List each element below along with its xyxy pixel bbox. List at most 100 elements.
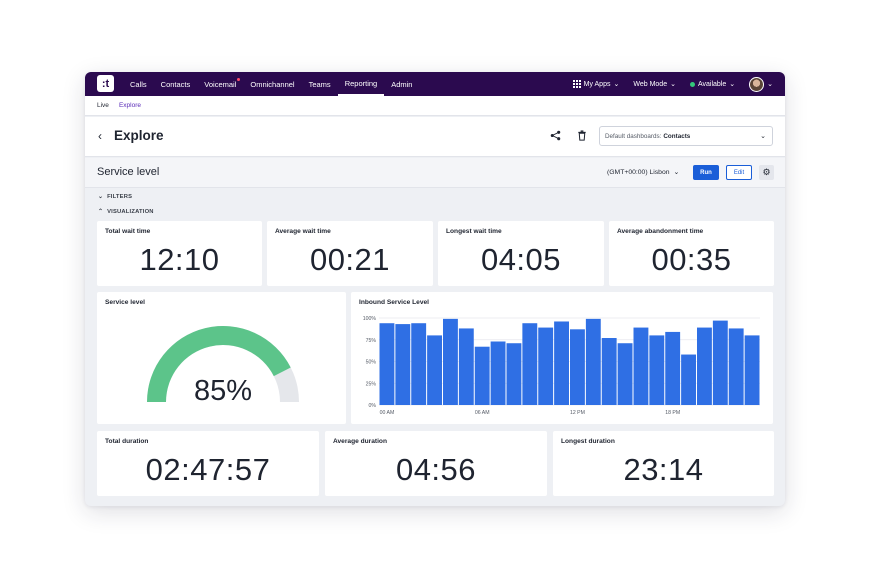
visualization-label: VISUALIZATION <box>107 209 154 215</box>
trash-icon[interactable] <box>577 130 587 141</box>
chart-bar[interactable] <box>712 320 728 405</box>
sub-nav: Live Explore <box>85 96 785 116</box>
app-window: :t Calls Contacts Voicemail Omnichannel … <box>85 72 785 506</box>
y-tick-label: 100% <box>363 316 377 322</box>
y-tick-label: 75% <box>366 338 377 344</box>
nav-omnichannel[interactable]: Omnichannel <box>250 79 295 89</box>
chevron-down-icon: ⌄ <box>670 81 676 88</box>
chart-bar[interactable] <box>490 341 506 405</box>
timezone-select[interactable]: (GMT+00:00) Lisbon ⌄ <box>607 168 680 177</box>
my-apps-menu[interactable]: My Apps ⌄ <box>572 80 620 88</box>
gauge-value: 85% <box>194 375 252 407</box>
status-label: Available <box>697 80 727 88</box>
chart-bar[interactable] <box>617 343 633 405</box>
status-menu[interactable]: Available ⌄ <box>689 80 735 88</box>
metric-card-total-duration: Total duration 02:47:57 <box>97 431 319 496</box>
report-toolbar: Service level (GMT+00:00) Lisbon ⌄ Run E… <box>85 158 785 188</box>
back-arrow-icon[interactable]: ‹ <box>98 129 102 143</box>
chevron-down-icon: ⌄ <box>613 81 620 88</box>
user-menu[interactable]: ⌄ <box>749 76 773 92</box>
nav-reporting[interactable]: Reporting <box>337 72 385 96</box>
chevron-down-icon: ⌄ <box>760 133 766 140</box>
nav-calls[interactable]: Calls <box>130 79 147 89</box>
nav-teams[interactable]: Teams <box>308 79 331 89</box>
chart-bar[interactable] <box>585 318 601 405</box>
y-tick-label: 25% <box>366 381 377 387</box>
service-level-gauge: 85% <box>147 325 299 407</box>
chart-bar[interactable] <box>697 327 712 405</box>
metric-value: 04:56 <box>395 452 477 487</box>
nav-contacts[interactable]: Contacts <box>160 79 191 89</box>
share-icon[interactable] <box>550 130 561 141</box>
metric-title: Average abandonment time <box>617 228 704 235</box>
chart-bar[interactable] <box>427 335 442 405</box>
nav-voicemail[interactable]: Voicemail <box>197 72 243 96</box>
nav-admin[interactable]: Admin <box>391 79 413 89</box>
chart-bar[interactable] <box>649 335 665 405</box>
chevron-up-icon: ⌃ <box>98 209 104 215</box>
status-dot-icon <box>689 81 695 87</box>
chart-bar[interactable] <box>443 318 458 405</box>
chart-title: Inbound Service Level <box>359 299 429 306</box>
inbound-service-level-chart: 100% 75% 50% 25% 0%00 AM 06 AM 12 PM 18 PM <box>363 316 760 416</box>
avatar <box>749 76 765 92</box>
report-title: Service level <box>97 166 160 178</box>
filters-label: FILTERS <box>107 194 133 200</box>
notification-dot <box>237 78 241 81</box>
gauge-card: Service level 85% <box>97 292 346 424</box>
chart-bar[interactable] <box>601 338 617 405</box>
chart-bar[interactable] <box>554 321 569 405</box>
chart-bar[interactable] <box>681 354 696 405</box>
chart-bar[interactable] <box>395 324 411 405</box>
chart-bar[interactable] <box>744 335 760 405</box>
apps-grid-icon <box>572 80 581 88</box>
metric-title: Longest wait time <box>446 228 502 235</box>
timezone-label: (GMT+00:00) Lisbon <box>607 168 670 176</box>
chevron-down-icon: ⌄ <box>98 194 104 200</box>
metric-card-total-wait: Total wait time 12:10 <box>97 221 262 286</box>
settings-button[interactable]: ⚙ <box>759 165 774 180</box>
visualization-toggle[interactable]: ⌃ VISUALIZATION <box>98 209 154 215</box>
metric-card-average-duration: Average duration 04:56 <box>325 431 547 496</box>
metric-title: Longest duration <box>561 438 615 445</box>
gauge-fill <box>147 325 291 402</box>
metric-value: 00:35 <box>651 242 732 277</box>
metric-title: Average duration <box>333 438 387 445</box>
x-tick-label: 12 PM <box>570 410 585 416</box>
page-title: Explore <box>114 128 164 143</box>
metric-value: 02:47:57 <box>145 452 271 487</box>
web-mode-menu[interactable]: Web Mode ⌄ <box>633 80 676 89</box>
metric-value: 12:10 <box>139 242 220 277</box>
dashboard-select-value: Contacts <box>663 132 691 140</box>
chart-bar[interactable] <box>570 329 585 405</box>
chart-bar[interactable] <box>379 323 395 405</box>
app-logo[interactable]: :t <box>97 75 114 92</box>
chart-bar[interactable] <box>728 328 744 405</box>
subnav-explore[interactable]: Explore <box>118 102 141 109</box>
subnav-live[interactable]: Live <box>97 102 109 109</box>
metric-value: 00:21 <box>309 242 391 277</box>
inbound-service-level-card: Inbound Service Level 100% 75% 50% 25% 0% 00 … <box>351 292 773 424</box>
chart-bar[interactable] <box>538 327 554 405</box>
chart-bar[interactable] <box>522 323 538 405</box>
chart-bar[interactable] <box>411 323 427 405</box>
y-tick-label: 50% <box>366 360 377 366</box>
chevron-down-icon: ⌄ <box>767 81 773 88</box>
edit-button[interactable]: Edit <box>726 165 752 180</box>
chevron-down-icon: ⌄ <box>673 169 680 176</box>
chart-bar[interactable] <box>506 343 522 405</box>
chart-bar[interactable] <box>665 331 681 405</box>
x-tick-label: 06 AM <box>475 410 490 416</box>
nav-voicemail-label: Voicemail <box>204 79 237 89</box>
metric-card-average-wait: Average wait time 00:21 <box>267 221 433 286</box>
chart-bar[interactable] <box>633 327 649 405</box>
filters-toggle[interactable]: ⌄ FILTERS <box>98 194 132 200</box>
web-mode-label: Web Mode <box>633 80 668 88</box>
chart-bar[interactable] <box>458 328 474 405</box>
gauge-title: Service level <box>105 299 145 306</box>
run-button[interactable]: Run <box>693 165 719 180</box>
dashboard-select[interactable]: Default dashboards: Contacts ⌄ <box>599 126 773 146</box>
gear-icon: ⚙ <box>762 167 771 177</box>
chart-bar[interactable] <box>474 346 490 405</box>
x-tick-label: 18 PM <box>665 410 680 416</box>
